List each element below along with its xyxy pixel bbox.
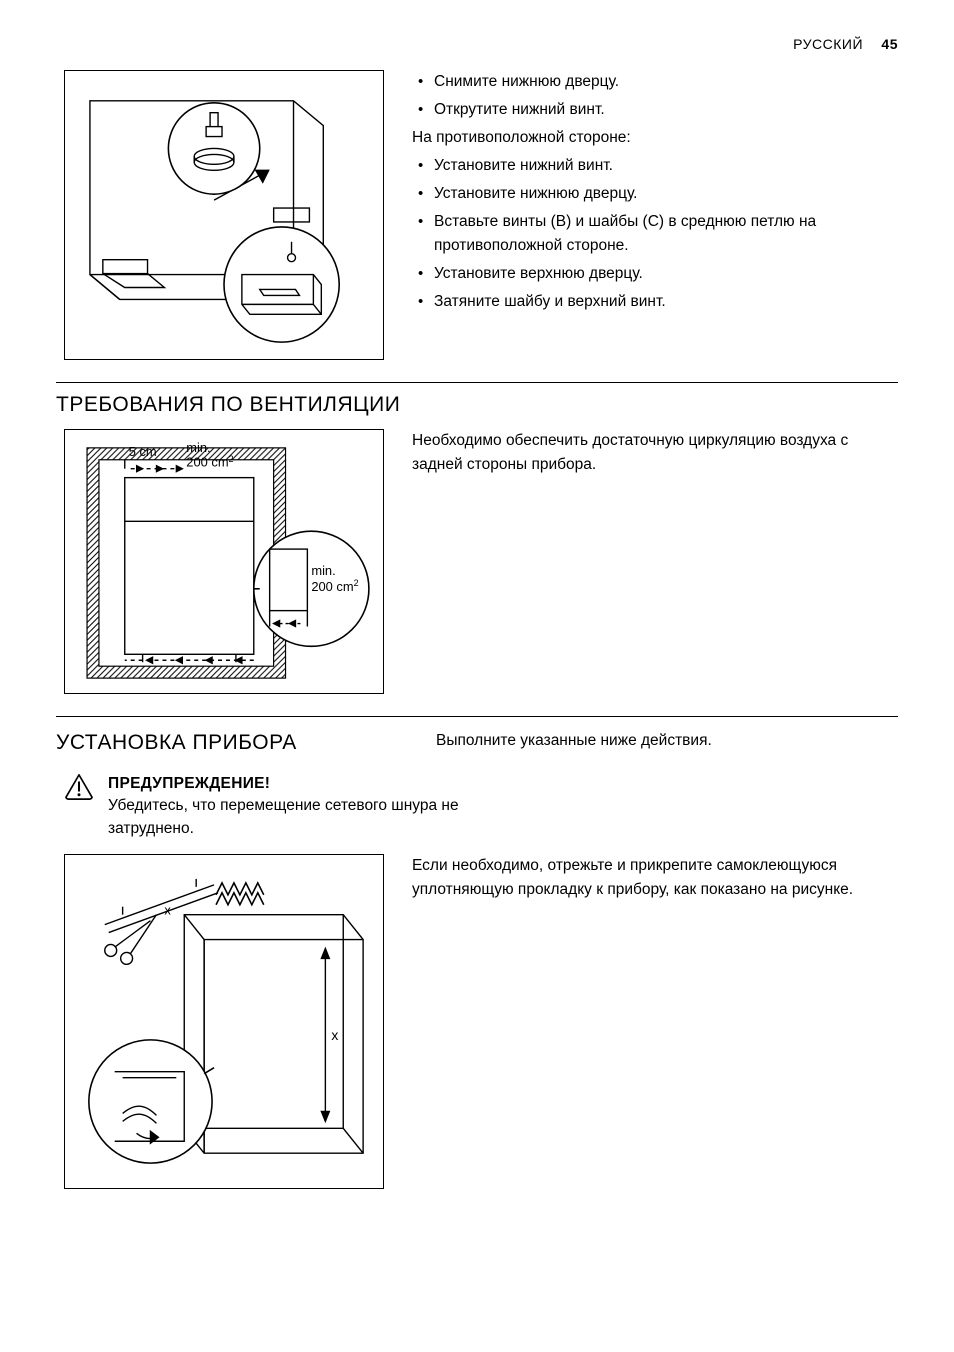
header-language: РУССКИЙ — [793, 36, 863, 52]
warning-body: Убедитесь, что перемещение сетево­го шну… — [108, 795, 494, 840]
section-3-text: Если необходимо, отрежьте и прикрепите с… — [412, 854, 898, 902]
divider — [56, 382, 898, 383]
section-2-text: Необходимо обеспечить достаточную цирку­… — [412, 429, 898, 477]
fig3-x-right: x — [331, 1027, 338, 1043]
fig2-label-area-top: 200 cm2 — [186, 454, 233, 470]
fig2-label-min-top: min. — [186, 440, 210, 455]
fig2-label-gap: 5 cm — [129, 444, 157, 459]
list-item: Установите нижний винт. — [412, 154, 898, 178]
section-1: Снимите нижнюю дверцу. Открутите нижний … — [56, 70, 898, 360]
page-header: РУССКИЙ 45 — [56, 36, 898, 52]
section-3-head: УСТАНОВКА ПРИБОРА Выполните указанные ни… — [56, 727, 898, 767]
sub-line: На противоположной стороне: — [412, 126, 898, 150]
figure-sealing-strip: x x — [64, 854, 384, 1189]
list-item: Снимите нижнюю дверцу. — [412, 70, 898, 94]
warning-icon — [64, 773, 94, 801]
section-3-intro: Выполните указанные ниже действия. — [436, 727, 898, 753]
section-1-text: Снимите нижнюю дверцу. Открутите нижний … — [412, 70, 898, 318]
section-3-title: УСТАНОВКА ПРИБОРА — [56, 731, 408, 755]
list-item: Затяните шайбу и верхний винт. — [412, 290, 898, 314]
warning-block: ПРЕДУПРЕЖДЕНИЕ! Убедитесь, что перемещен… — [64, 773, 494, 840]
warning-title: ПРЕДУПРЕЖДЕНИЕ! — [108, 773, 494, 795]
figure-ventilation: 5 cm min. 200 cm2 min. 200 cm2 — [64, 429, 384, 694]
list-item: Открутите нижний винт. — [412, 98, 898, 122]
fig2-label-area-zoom: 200 cm2 — [311, 578, 358, 594]
section-3-body: x x — [56, 854, 898, 1189]
list-item: Вставьте винты (В) и шайбы (С) в среднюю… — [412, 210, 898, 258]
warning-text: ПРЕДУПРЕЖДЕНИЕ! Убедитесь, что перемещен… — [108, 773, 494, 840]
divider — [56, 716, 898, 717]
bullet-list-b: Установите нижний винт. Установите нижню… — [412, 154, 898, 314]
section-2-paragraph: Необходимо обеспечить достаточную цирку­… — [412, 429, 898, 477]
list-item: Установите нижнюю дверцу. — [412, 182, 898, 206]
list-item: Установите верхнюю дверцу. — [412, 262, 898, 286]
fig3-x-top: x — [164, 903, 171, 918]
fig2-label-min-zoom: min. — [311, 563, 335, 578]
section-2-title: ТРЕБОВАНИЯ ПО ВЕНТИЛЯЦИИ — [56, 393, 898, 417]
figure-hinge-screws — [64, 70, 384, 360]
bullet-list-a: Снимите нижнюю дверцу. Открутите нижний … — [412, 70, 898, 122]
section-2: 5 cm min. 200 cm2 min. 200 cm2 Необходим… — [56, 429, 898, 694]
section-3-paragraph: Если необходимо, отрежьте и прикрепите с… — [412, 854, 898, 902]
header-page-number: 45 — [881, 36, 898, 52]
